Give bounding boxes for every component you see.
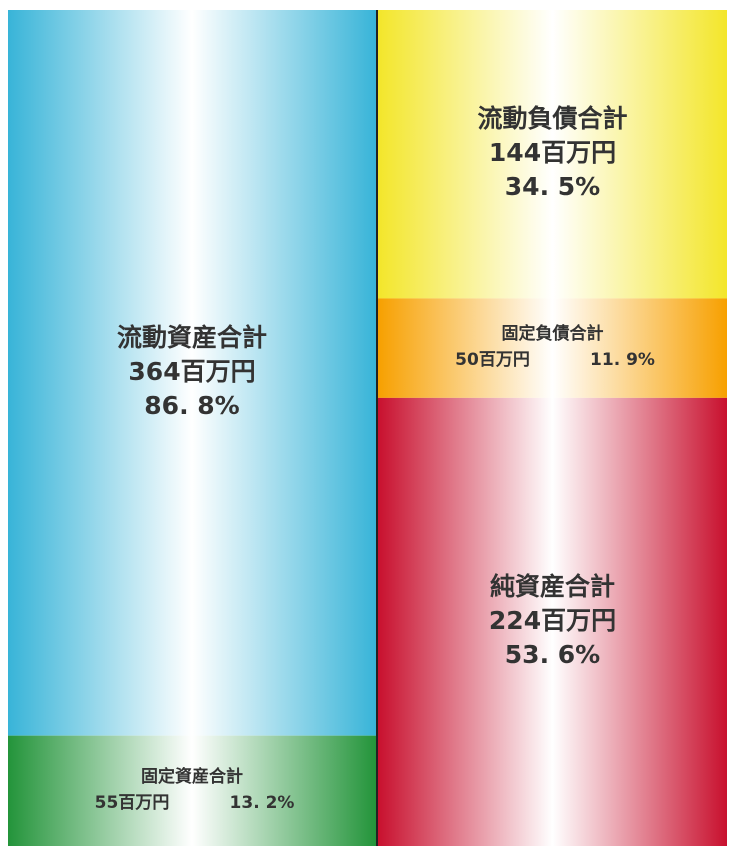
segment-percent: 11. 9% [590, 350, 655, 370]
segment-value: 144百万円 [489, 138, 616, 167]
segment [8, 735, 376, 846]
segment [8, 10, 376, 736]
segment-value: 364百万円 [128, 357, 255, 386]
segment-name: 流動負債合計 [477, 104, 627, 133]
segment-value: 55百万円 [95, 793, 170, 813]
segment-value: 224百万円 [489, 606, 616, 635]
segment-percent: 34. 5% [505, 172, 600, 201]
segment-percent: 53. 6% [505, 640, 600, 669]
segment-name: 固定資産合計 [141, 766, 243, 787]
segment-name: 流動資産合計 [117, 323, 267, 352]
segment-value: 50百万円 [455, 350, 530, 370]
segment [378, 10, 727, 299]
segment [378, 397, 727, 846]
segment-name: 純資産合計 [490, 572, 615, 601]
segment-percent: 86. 8% [144, 391, 239, 420]
segment [378, 298, 727, 398]
segment-percent: 13. 2% [230, 793, 295, 813]
segment-name: 固定負債合計 [502, 323, 604, 344]
